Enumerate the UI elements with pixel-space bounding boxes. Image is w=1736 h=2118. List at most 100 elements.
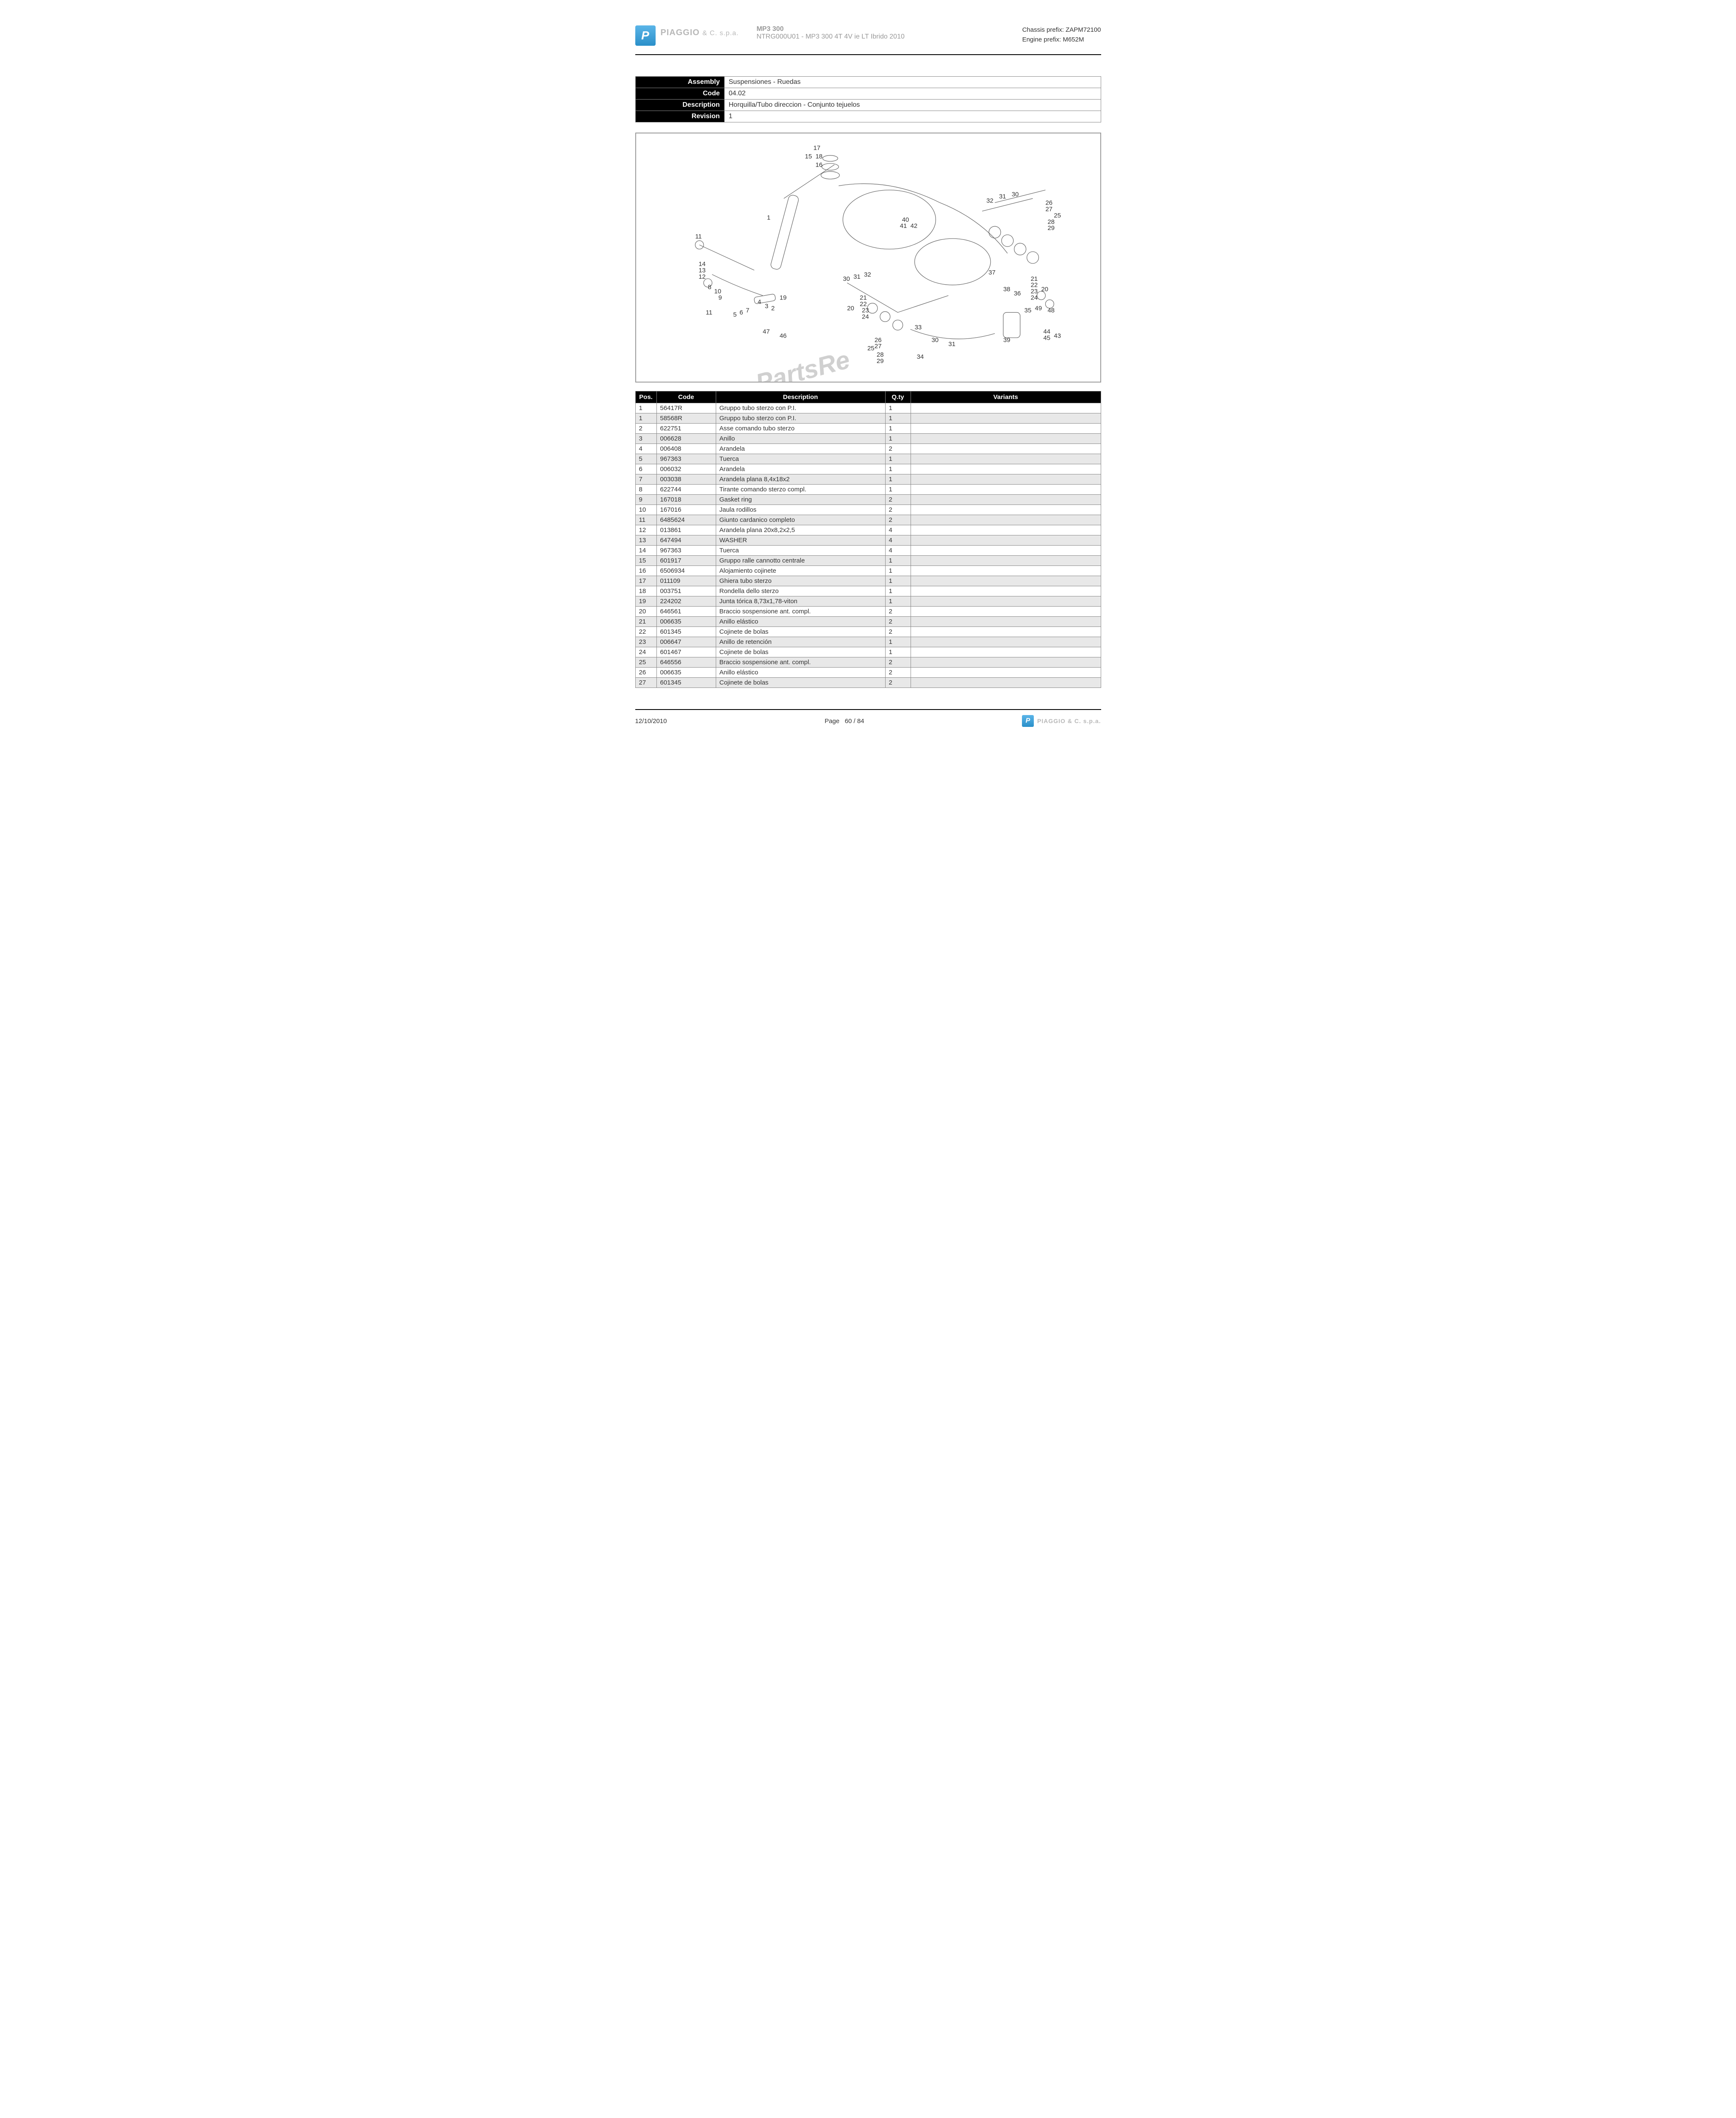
cell-qty: 1 — [885, 556, 911, 566]
footer-brand-suffix: & C. s.p.a. — [1068, 718, 1101, 724]
svg-text:20: 20 — [847, 305, 854, 312]
parts-table: Pos. Code Description Q.ty Variants 1564… — [635, 391, 1101, 688]
svg-text:35: 35 — [1024, 307, 1031, 314]
cell-qty: 2 — [885, 668, 911, 678]
model-subtitle: NTRG000U01 - MP3 300 4T 4V ie LT Ibrido … — [756, 33, 905, 41]
cell-qty: 1 — [885, 464, 911, 474]
revision-value: 1 — [724, 111, 1101, 122]
svg-text:11: 11 — [706, 309, 712, 316]
cell-variants — [911, 413, 1101, 424]
svg-text:27: 27 — [874, 343, 881, 350]
model-title: MP3 300 — [756, 25, 905, 33]
cell-variants — [911, 515, 1101, 525]
svg-text:41: 41 — [900, 222, 907, 230]
svg-text:6: 6 — [739, 309, 743, 316]
svg-text:42: 42 — [910, 222, 917, 230]
svg-text:5: 5 — [733, 311, 736, 318]
svg-text:31: 31 — [948, 341, 955, 348]
cell-variants — [911, 444, 1101, 454]
table-row: 158568RGruppo tubo sterzo con P.I.1 — [635, 413, 1101, 424]
cell-qty: 1 — [885, 454, 911, 464]
piaggio-logo-icon: P — [635, 25, 656, 46]
cell-variants — [911, 464, 1101, 474]
header-right: Chassis prefix: ZAPM72100 Engine prefix:… — [1022, 25, 1101, 44]
cell-variants — [911, 454, 1101, 464]
cell-qty: 2 — [885, 678, 911, 688]
cell-qty: 1 — [885, 596, 911, 607]
cell-code: 601917 — [656, 556, 716, 566]
svg-text:45: 45 — [1043, 334, 1050, 341]
cell-description: Ghiera tubo sterzo — [716, 576, 885, 586]
cell-code: 006032 — [656, 464, 716, 474]
cell-pos: 15 — [635, 556, 656, 566]
cell-code: 6485624 — [656, 515, 716, 525]
table-row: 26006635Anillo elástico2 — [635, 668, 1101, 678]
cell-pos: 7 — [635, 474, 656, 485]
svg-text:47: 47 — [762, 328, 770, 335]
model-info: MP3 300 NTRG000U01 - MP3 300 4T 4V ie LT… — [756, 25, 905, 41]
cell-code: 601345 — [656, 627, 716, 637]
col-header-code: Code — [656, 391, 716, 403]
svg-text:8: 8 — [708, 284, 711, 291]
cell-pos: 22 — [635, 627, 656, 637]
cell-description: Arandela — [716, 464, 885, 474]
cell-qty: 1 — [885, 485, 911, 495]
footer-logo-block: P PIAGGIO & C. s.p.a. — [1022, 715, 1101, 727]
cell-description: Junta tórica 8,73x1,78-viton — [716, 596, 885, 607]
cell-variants — [911, 586, 1101, 596]
cell-qty: 1 — [885, 637, 911, 647]
revision-label: Revision — [635, 111, 724, 122]
svg-text:4: 4 — [757, 299, 761, 306]
table-row: 23006647Anillo de retención1 — [635, 637, 1101, 647]
cell-qty: 1 — [885, 413, 911, 424]
cell-pos: 6 — [635, 464, 656, 474]
cell-description: Gasket ring — [716, 495, 885, 505]
info-row-assembly: Assembly Suspensiones - Ruedas — [635, 77, 1101, 88]
svg-text:19: 19 — [779, 294, 786, 302]
cell-description: Tirante comando sterzo compl. — [716, 485, 885, 495]
svg-text:20: 20 — [1041, 286, 1048, 293]
brand-block: PIAGGIO & C. s.p.a. — [661, 25, 739, 38]
footer-date: 12/10/2010 — [635, 718, 667, 725]
chassis-line: Chassis prefix: ZAPM72100 — [1022, 25, 1101, 35]
svg-text:37: 37 — [988, 269, 995, 276]
cell-pos: 19 — [635, 596, 656, 607]
svg-text:17: 17 — [813, 144, 820, 152]
footer-brand-name: PIAGGIO — [1037, 718, 1066, 724]
footer-piaggio-logo-icon: P — [1022, 715, 1034, 727]
svg-text:1: 1 — [767, 214, 770, 221]
cell-code: 011109 — [656, 576, 716, 586]
cell-pos: 1 — [635, 413, 656, 424]
cell-code: 003751 — [656, 586, 716, 596]
cell-variants — [911, 678, 1101, 688]
cell-pos: 11 — [635, 515, 656, 525]
table-row: 3006628Anillo1 — [635, 434, 1101, 444]
cell-code: 622751 — [656, 424, 716, 434]
cell-description: Rondella dello sterzo — [716, 586, 885, 596]
svg-text:15: 15 — [805, 153, 812, 160]
cell-description: Gruppo tubo sterzo con P.I. — [716, 413, 885, 424]
cell-qty: 1 — [885, 474, 911, 485]
cell-description: Gruppo tubo sterzo con P.I. — [716, 403, 885, 413]
svg-text:16: 16 — [815, 161, 822, 169]
cell-description: Anillo elástico — [716, 617, 885, 627]
cell-code: 006408 — [656, 444, 716, 454]
cell-variants — [911, 403, 1101, 413]
cell-pos: 4 — [635, 444, 656, 454]
brand-text: PIAGGIO & C. s.p.a. — [661, 28, 739, 38]
cell-pos: 8 — [635, 485, 656, 495]
svg-text:29: 29 — [876, 358, 883, 365]
cell-code: 006628 — [656, 434, 716, 444]
cell-description: Arandela — [716, 444, 885, 454]
cell-qty: 2 — [885, 657, 911, 668]
cell-pos: 13 — [635, 535, 656, 546]
cell-pos: 26 — [635, 668, 656, 678]
cell-code: 647494 — [656, 535, 716, 546]
cell-qty: 1 — [885, 403, 911, 413]
table-row: 13647494WASHER4 — [635, 535, 1101, 546]
cell-qty: 1 — [885, 576, 911, 586]
cell-description: Cojinete de bolas — [716, 647, 885, 657]
cell-pos: 1 — [635, 403, 656, 413]
engine-label: Engine prefix: — [1022, 36, 1061, 43]
cell-description: Braccio sospensione ant. compl. — [716, 607, 885, 617]
